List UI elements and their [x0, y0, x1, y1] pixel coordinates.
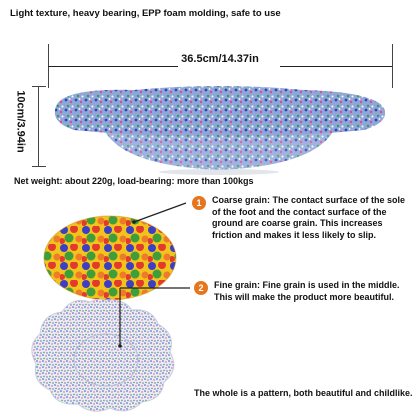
feature-2-text: Fine grain: Fine grain is used in the mi…	[214, 280, 400, 302]
height-line	[38, 86, 39, 166]
fine-center-dome	[73, 333, 139, 387]
height-tick-top	[32, 86, 46, 87]
width-label: 36.5cm/14.37in	[181, 53, 259, 65]
coarse-pebble	[44, 216, 176, 300]
board-dome	[104, 130, 334, 170]
feature-2-badge: 2	[194, 281, 208, 295]
board-top-surface	[54, 86, 386, 137]
fine-grain-sample-image	[31, 298, 175, 412]
width-dimension: 36.5cm/14.37in	[40, 44, 400, 88]
feature-1-badge: 1	[192, 196, 206, 210]
width-tick-right	[392, 44, 393, 88]
balance-board-side-image	[54, 86, 386, 175]
footer-text: The whole is a pattern, both beautiful a…	[194, 388, 413, 398]
height-tick-bottom	[32, 166, 46, 167]
tagline: Light texture, heavy bearing, EPP foam m…	[10, 8, 281, 19]
height-dimension: 10cm/3.94in	[2, 86, 46, 167]
weight-text: Net weight: about 220g, load-bearing: mo…	[14, 176, 254, 186]
width-line-right	[280, 66, 392, 67]
feature-1-text: Coarse grain: The contact surface of the…	[212, 195, 406, 240]
width-line-left	[48, 66, 178, 67]
